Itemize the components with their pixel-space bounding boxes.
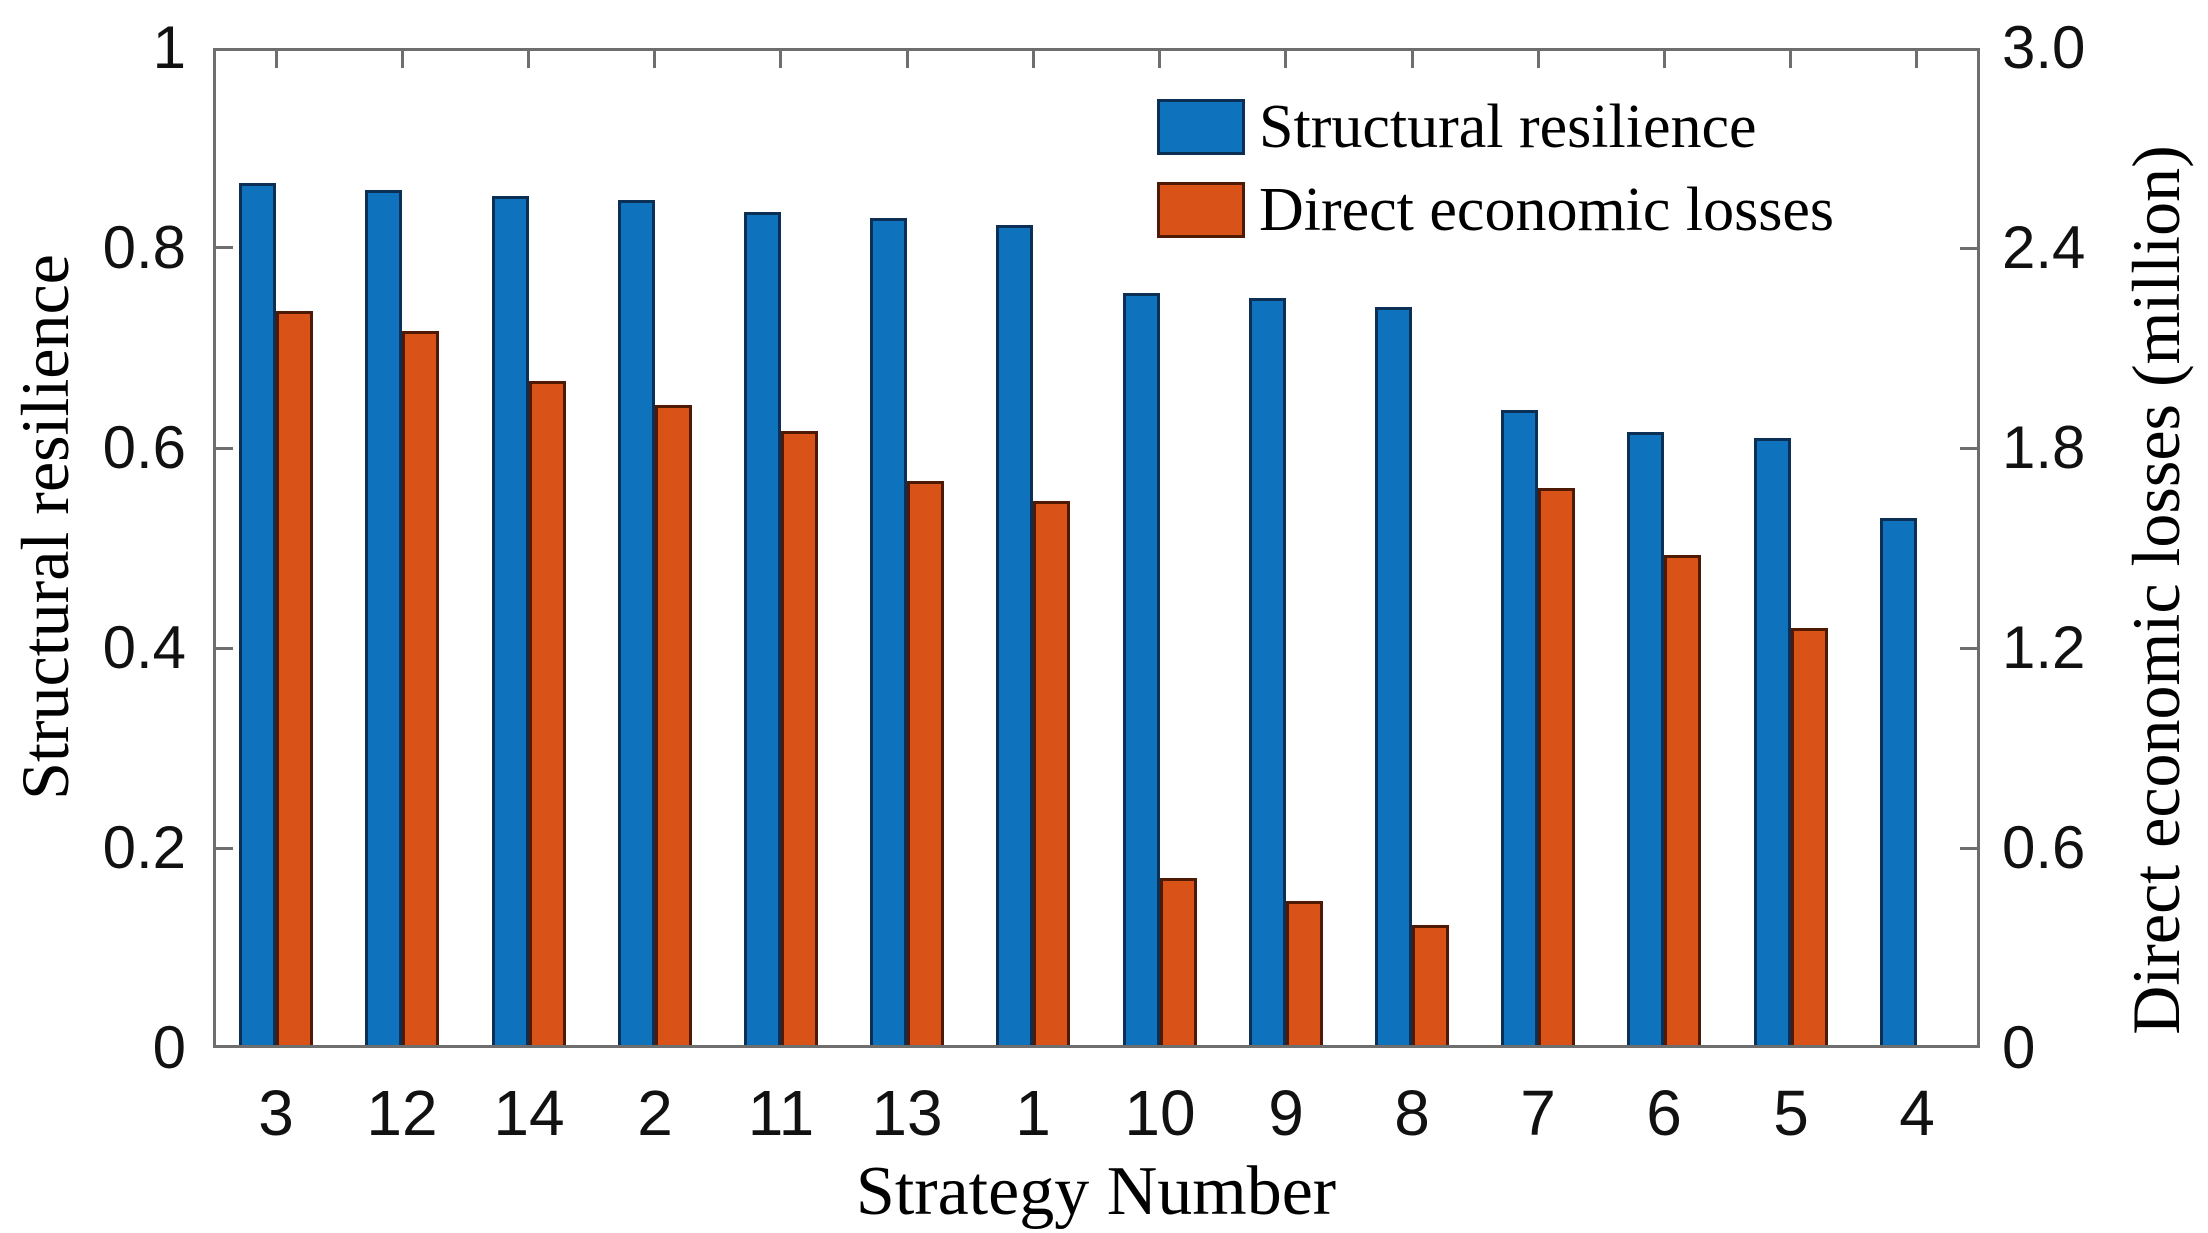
x-tick-label-6: 6 (1646, 1077, 1682, 1149)
bar-losses-strategy-7 (1538, 488, 1575, 1048)
bar-resilience-strategy-3 (239, 183, 276, 1048)
x-tick-label-10: 10 (1124, 1077, 1196, 1149)
bar-resilience-strategy-6 (1627, 432, 1664, 1048)
legend-row-resilience: Structural resilience (1157, 96, 1834, 158)
top-tick-3 (275, 48, 278, 68)
x-tick-label-11: 11 (747, 1077, 815, 1149)
bar-losses-strategy-6 (1664, 555, 1701, 1048)
x-tick-label-4: 4 (1899, 1077, 1935, 1149)
x-tick-label-14: 14 (493, 1077, 565, 1149)
bar-resilience-strategy-9 (1249, 298, 1286, 1048)
right-tick-label-1.8: 1.8 (2002, 414, 2086, 481)
top-tick-5 (1789, 48, 1792, 68)
right-tick-label-0.6: 0.6 (2002, 814, 2086, 881)
left-tick-label-0: 0 (152, 1014, 186, 1081)
legend-swatch-resilience (1157, 99, 1245, 155)
x-tick-label-9: 9 (1268, 1077, 1304, 1149)
bar-resilience-strategy-10 (1123, 293, 1160, 1048)
bar-losses-strategy-14 (529, 381, 566, 1048)
top-tick-14 (527, 48, 530, 68)
left-tick-label-0.4: 0.4 (102, 614, 186, 681)
bar-losses-strategy-12 (402, 331, 439, 1048)
bar-resilience-strategy-2 (618, 200, 655, 1048)
x-tick-label-5: 5 (1773, 1077, 1809, 1149)
bar-resilience-strategy-13 (870, 218, 907, 1048)
left-tick-0.8 (213, 246, 233, 249)
top-tick-2 (653, 48, 656, 68)
top-tick-12 (401, 48, 404, 68)
bar-losses-strategy-10 (1160, 878, 1197, 1048)
top-tick-11 (779, 48, 782, 68)
right-tick-label-3.0: 3.0 (2002, 14, 2086, 81)
bar-losses-strategy-2 (655, 405, 692, 1048)
bar-resilience-strategy-4 (1880, 518, 1917, 1048)
bar-resilience-strategy-5 (1754, 438, 1791, 1048)
x-tick-label-1: 1 (1015, 1077, 1051, 1149)
bar-losses-strategy-8 (1412, 925, 1449, 1048)
x-tick-label-3: 3 (258, 1077, 294, 1149)
right-tick-1.8 (1960, 447, 1980, 450)
bar-resilience-strategy-11 (744, 212, 781, 1048)
right-tick-1.2 (1960, 647, 1980, 650)
top-tick-10 (1158, 48, 1161, 68)
left-tick-0.6 (213, 447, 233, 450)
left-tick-0.2 (213, 847, 233, 850)
bar-losses-strategy-5 (1791, 628, 1828, 1048)
right-tick-label-2.4: 2.4 (2002, 214, 2086, 281)
x-tick-label-8: 8 (1394, 1077, 1430, 1149)
bar-resilience-strategy-7 (1501, 410, 1538, 1048)
x-tick-label-7: 7 (1520, 1077, 1556, 1149)
plot-area (213, 48, 1980, 1048)
bar-losses-strategy-1 (1033, 501, 1070, 1048)
left-tick-label-0.8: 0.8 (102, 214, 186, 281)
bar-resilience-strategy-1 (996, 225, 1033, 1048)
left-tick-label-0.6: 0.6 (102, 414, 186, 481)
bar-resilience-strategy-14 (492, 196, 529, 1048)
legend-label-losses: Direct economic losses (1259, 176, 1835, 244)
bar-losses-strategy-9 (1286, 901, 1323, 1048)
top-tick-4 (1915, 48, 1918, 68)
legend-row-losses: Direct economic losses (1157, 179, 1834, 241)
legend: Structural resilience Direct economic los… (1157, 96, 1834, 241)
top-tick-8 (1411, 48, 1414, 68)
top-tick-6 (1663, 48, 1666, 68)
top-tick-13 (906, 48, 909, 68)
right-tick-label-1.2: 1.2 (2002, 614, 2086, 681)
bar-resilience-strategy-12 (365, 190, 402, 1048)
right-tick-2.4 (1960, 247, 1980, 250)
bar-losses-strategy-13 (907, 481, 944, 1048)
top-tick-7 (1537, 48, 1540, 68)
top-tick-9 (1284, 48, 1287, 68)
top-tick-1 (1032, 48, 1035, 68)
left-tick-0.4 (213, 647, 233, 650)
x-axis-title: Strategy Number (855, 1153, 1337, 1230)
left-tick-label-1: 1 (152, 14, 186, 81)
legend-label-resilience: Structural resilience (1259, 93, 1757, 161)
right-tick-label-0: 0 (2002, 1014, 2036, 1081)
legend-swatch-losses (1157, 182, 1245, 238)
x-tick-label-13: 13 (871, 1077, 943, 1149)
x-tick-label-12: 12 (366, 1077, 438, 1149)
x-tick-label-2: 2 (637, 1077, 673, 1149)
bar-resilience-strategy-8 (1375, 307, 1412, 1048)
left-tick-label-0.2: 0.2 (102, 814, 186, 881)
bar-losses-strategy-3 (276, 311, 313, 1048)
right-tick-0.6 (1960, 847, 1980, 850)
bar-losses-strategy-11 (781, 431, 818, 1048)
